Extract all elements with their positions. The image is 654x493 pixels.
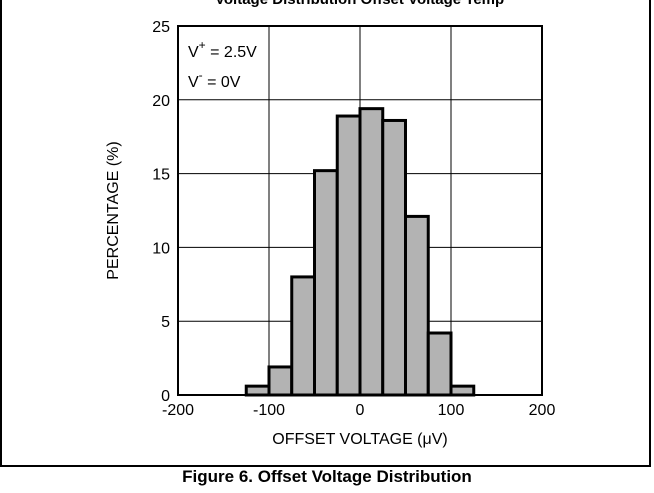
x-tick-label-4: 200 [529, 402, 556, 419]
y-axis-title: PERCENTAGE (%) [105, 141, 122, 279]
histogram-bar-1 [267, 365, 294, 397]
supply-annotation-0: V+ = 2.5V [188, 38, 257, 61]
histogram-bar-3 [313, 169, 339, 397]
y-tick-label-5: 25 [152, 19, 170, 36]
x-tick-label-2: 0 [356, 402, 365, 419]
plot-border [177, 25, 543, 396]
x-tick-label-0: -200 [162, 402, 194, 419]
histogram-bar-4 [335, 114, 362, 397]
supply-annotation-1: V- = 0V [188, 68, 241, 91]
cropped-header-strip: Voltage Distribution Offset Voltage Temp [0, 0, 654, 8]
histogram-chart: 0 5 10 15 20 25 -200 -100 0 100 200 PERCENTAGE (%… [105, 19, 555, 448]
y-tick-label-2: 10 [152, 240, 170, 257]
y-tick-label-1: 5 [161, 314, 170, 331]
supply-annotations: V+ = 2.5V V- = 0V [188, 38, 257, 91]
x-tick-labels: -200 -100 0 100 200 [162, 402, 555, 419]
x-tick-label-1: -100 [253, 402, 285, 419]
y-tick-label-4: 20 [152, 93, 170, 110]
histogram-bar-6 [381, 118, 407, 397]
histogram-bar-9 [449, 384, 476, 397]
figure-caption: Figure 6. Offset Voltage Distribution [182, 467, 472, 486]
histogram-bar-5 [358, 107, 385, 397]
histogram-bar-0 [244, 384, 271, 397]
histogram-bars [244, 107, 476, 397]
y-tick-label-3: 15 [152, 167, 170, 184]
y-tick-label-0: 0 [161, 388, 170, 405]
y-tick-labels: 0 5 10 15 20 25 [152, 19, 170, 405]
x-tick-label-3: 100 [438, 402, 465, 419]
histogram-bar-7 [404, 214, 430, 397]
x-axis-title: OFFSET VOLTAGE (μV) [272, 431, 447, 448]
figure-frame [0, 0, 651, 467]
histogram-bar-2 [290, 275, 316, 397]
histogram-bar-8 [426, 331, 453, 397]
cropped-header-text: Voltage Distribution Offset Voltage Temp [215, 0, 504, 8]
